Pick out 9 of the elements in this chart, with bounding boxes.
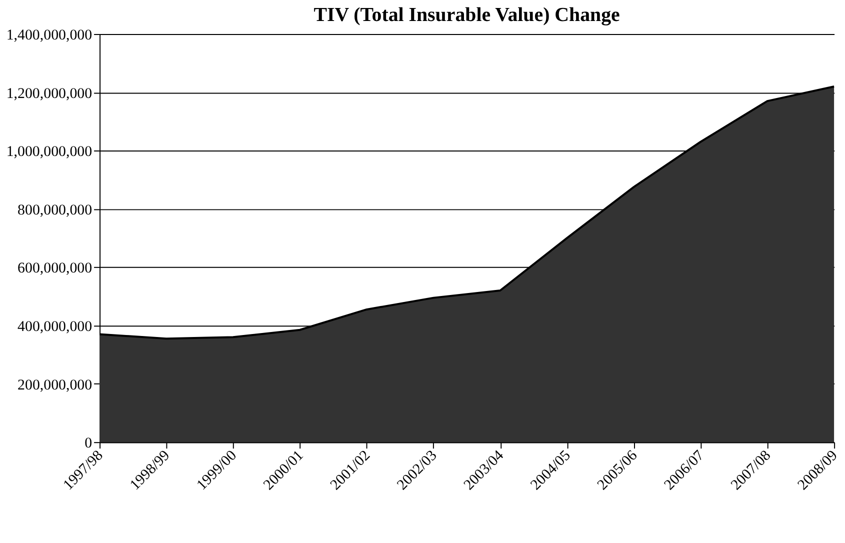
y-tick-label: 1,000,000,000 — [6, 144, 92, 160]
chart-title: TIV (Total Insurable Value) Change — [314, 4, 620, 26]
y-tick-label: 200,000,000 — [18, 377, 92, 394]
y-tick-label: 1,400,000,000 — [6, 27, 92, 44]
y-tick-label: 0 — [84, 436, 92, 452]
y-tick-label: 800,000,000 — [18, 202, 92, 218]
y-tick-label: 600,000,000 — [18, 260, 92, 277]
y-tick-label: 1,200,000,000 — [6, 86, 92, 102]
y-tick-label: 400,000,000 — [18, 318, 92, 335]
